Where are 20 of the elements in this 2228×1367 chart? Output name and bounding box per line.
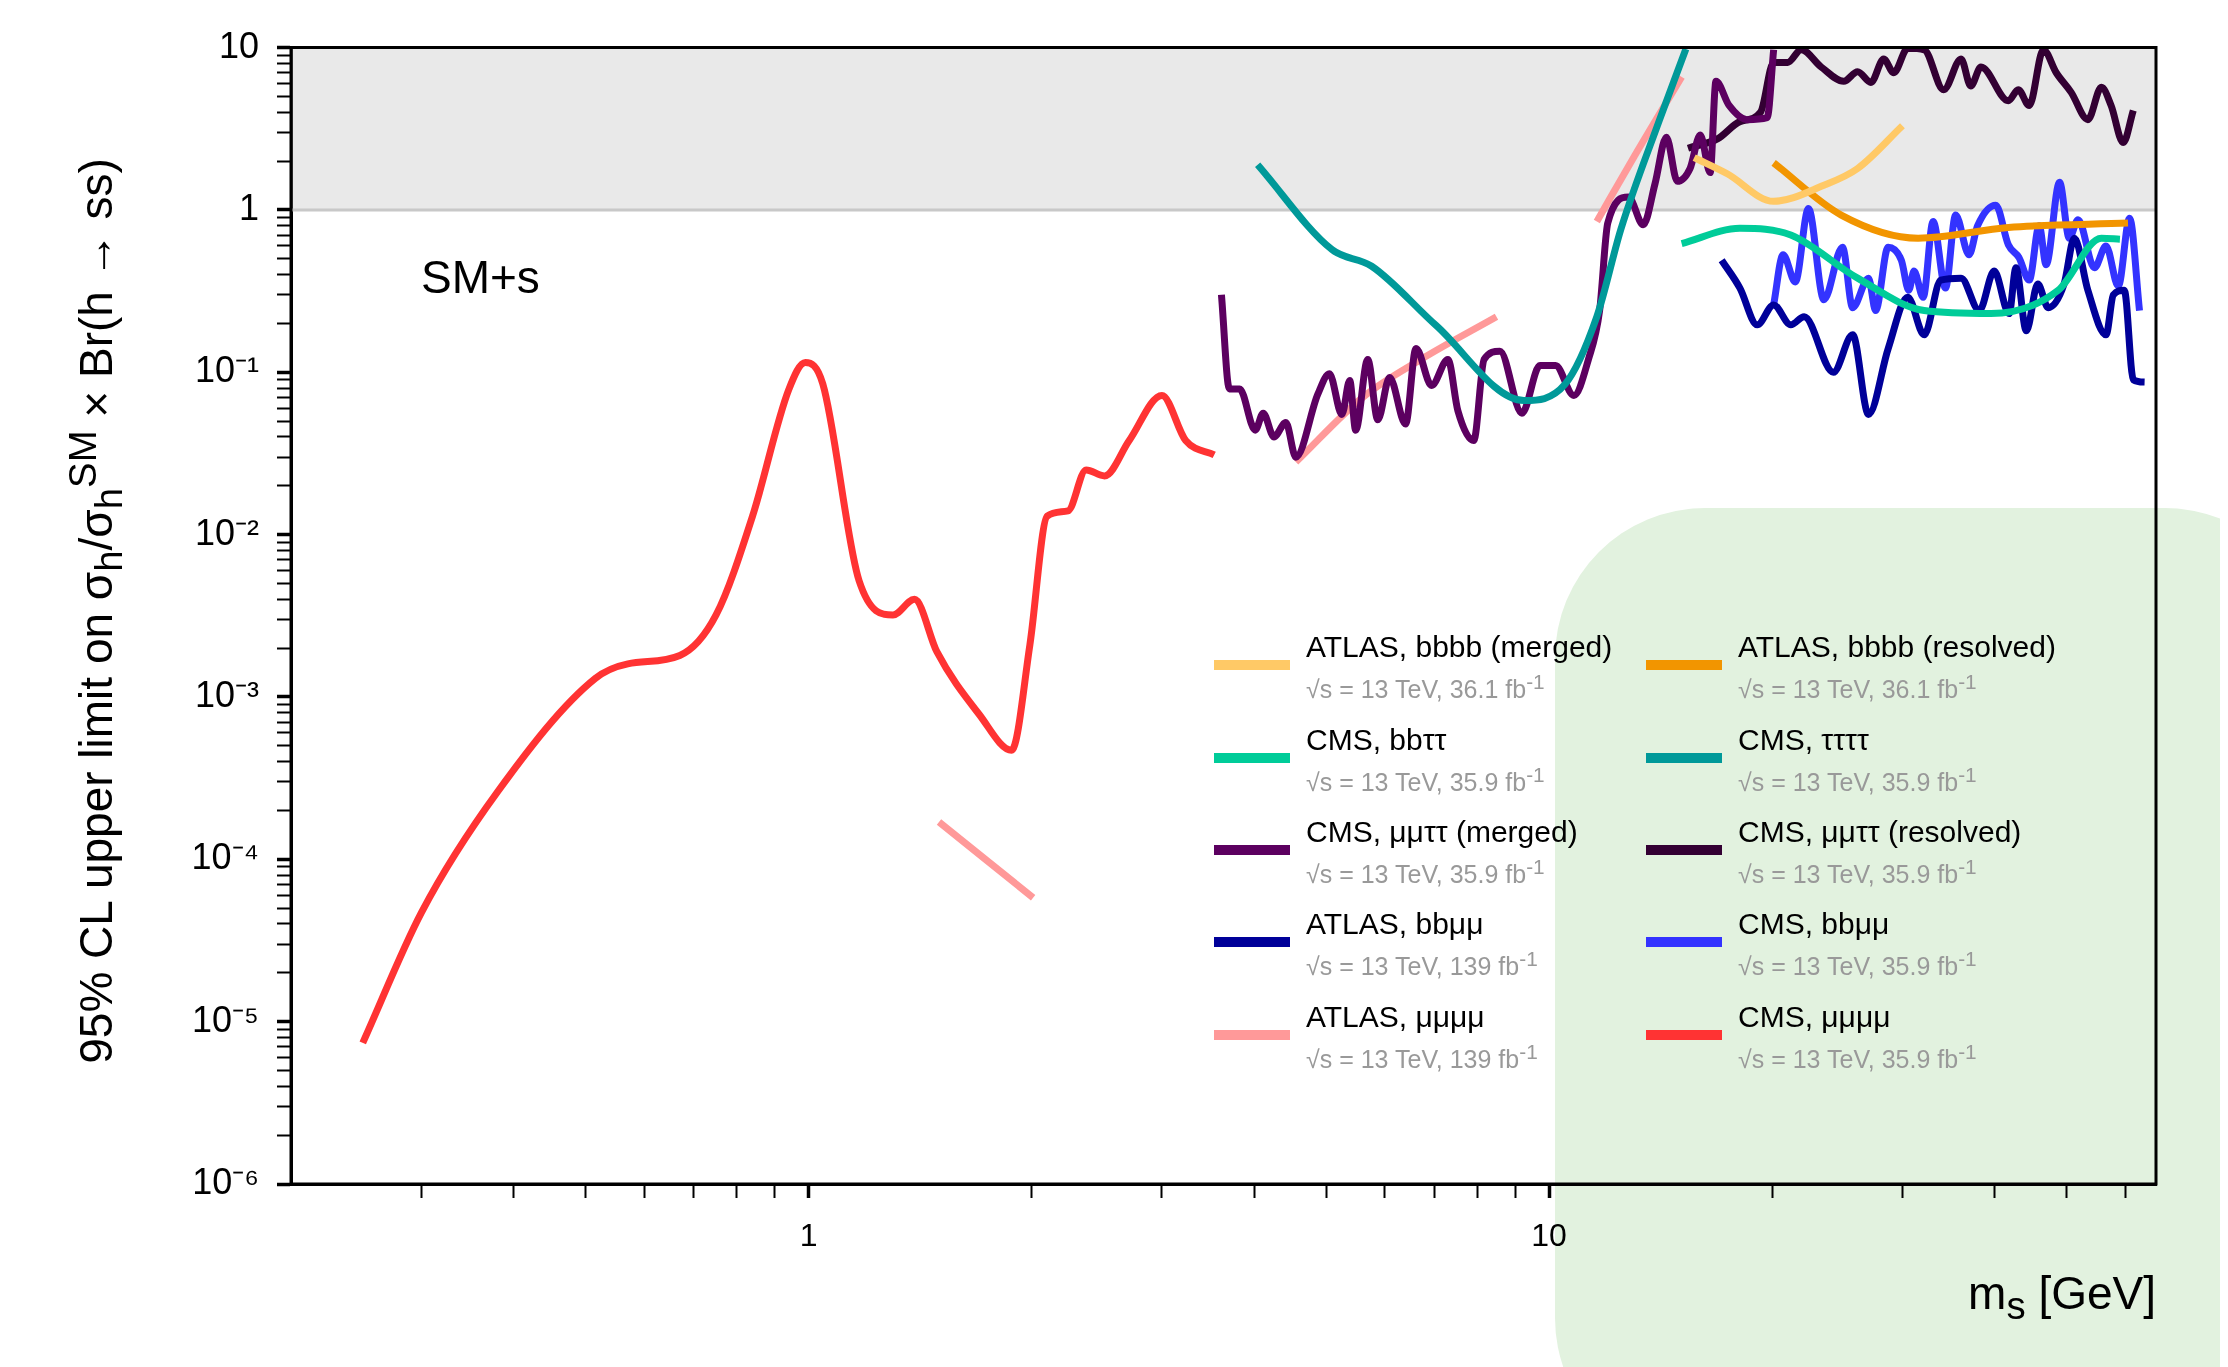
legend-label: CMS, μμττ (merged) √s = 13 TeV, 35.9 fb$^{-1}$ <box>1306 815 1578 890</box>
y-tick-label: 10⁻⁵ <box>192 998 259 1040</box>
annotation: SM+s <box>421 250 540 303</box>
y-tick-label: 1 <box>238 186 259 228</box>
y-tick-label: 10⁻⁴ <box>191 836 259 878</box>
legend-label: ATLAS, μμμμ √s = 13 TeV, 139 fb$^{-1}$ <box>1306 999 1538 1074</box>
legend-label: CMS, μμμμ √s = 13 TeV, 35.9 fb$^{-1}$ <box>1738 999 1977 1074</box>
legend-label: ATLAS, bbbb (resolved) √s = 13 TeV, 36.1 fb$^{-1}$ <box>1738 630 2056 705</box>
legend-label: CMS, μμττ (resolved) √s = 13 TeV, 35.9 fb$^{-1}$ <box>1738 815 2022 890</box>
y-tick-label: 10⁻³ <box>194 673 260 715</box>
y-tick-label: 10⁻² <box>194 511 260 553</box>
x-axis-title: m$_{s}$ [GeV] <box>1968 1266 2156 1329</box>
y-tick-label: 10⁻¹ <box>194 349 260 391</box>
legend-label: CMS, ττττ √s = 13 TeV, 35.9 fb$^{-1}$ <box>1738 722 1977 798</box>
y-tick-label: 10⁻⁶ <box>192 1160 259 1202</box>
legend-label: ATLAS, bbbb (merged) √s = 13 TeV, 36.1 fb$^{-1}$ <box>1306 630 1613 705</box>
y-tick-label: 10 <box>218 24 259 66</box>
legend-label: CMS, bbμμ √s = 13 TeV, 35.9 fb$^{-1}$ <box>1738 907 1977 982</box>
legend-label: CMS, bbττ √s = 13 TeV, 35.9 fb$^{-1}$ <box>1306 722 1545 798</box>
legend-label: ATLAS, bbμμ √s = 13 TeV, 139 fb$^{-1}$ <box>1306 907 1538 982</box>
